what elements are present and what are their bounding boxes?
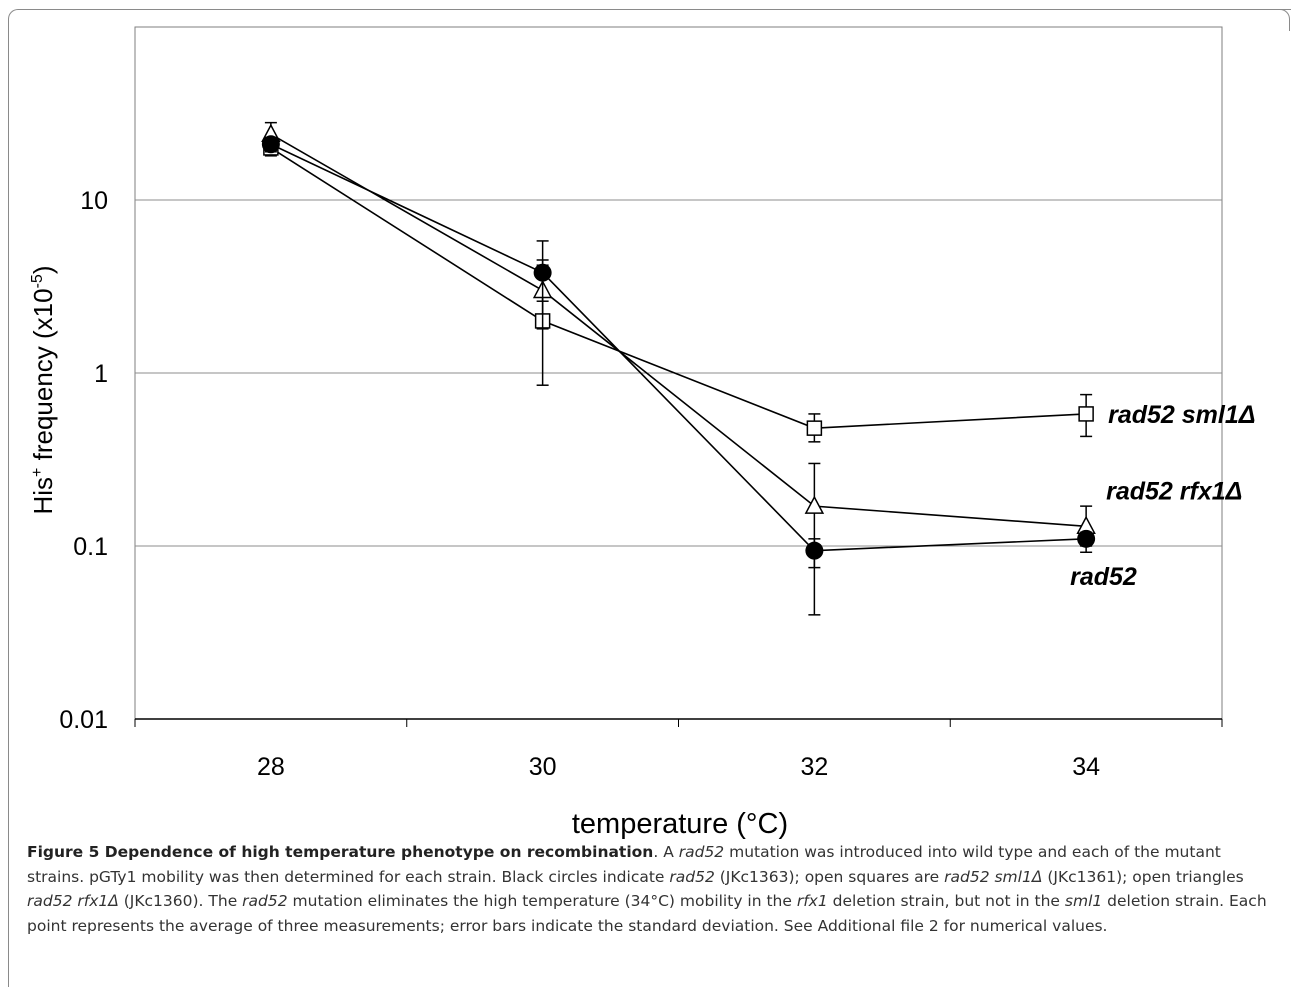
series-label: rad52 rfx1Δ — [1106, 477, 1242, 505]
caption-title: Figure 5 Dependence of high temperature … — [27, 843, 654, 861]
series-open-triangle — [261, 121, 1096, 569]
caption-text: . A — [653, 843, 679, 861]
x-tick-label: 28 — [257, 753, 285, 781]
x-tick-label: 32 — [800, 753, 828, 781]
caption-italic: rad52 — [242, 892, 288, 910]
caption-italic: rad52 — [678, 843, 725, 861]
caption-text: (JKc1361); open triangles — [1042, 867, 1244, 886]
y-tick-label: 1 — [94, 360, 108, 388]
x-tick-label: 34 — [1072, 753, 1100, 781]
chart: 0.01 0.1 1 10 28 30 32 34 rad52 sml1Δ rad52 rfx1Δ… — [28, 26, 1256, 840]
series-filled-circle — [261, 135, 1096, 616]
series-label: rad52 — [1070, 563, 1137, 591]
plot-area: 0.01 0.1 1 10 28 30 32 34 rad52 sml1Δ rad52 rfx1Δ… — [59, 26, 1256, 781]
caption-text: mutation was introduced into wild type a… — [27, 843, 1221, 886]
caption-italic: rad52 rfx1Δ — [27, 892, 119, 910]
data-point-circle — [533, 263, 552, 282]
x-tick-label: 30 — [529, 753, 557, 781]
caption-italic: rad52 sml1Δ — [944, 867, 1043, 886]
figure-frame — [8, 9, 1291, 987]
caption-italic: rad52 — [669, 867, 715, 886]
data-point-square — [806, 420, 823, 436]
y-axis-title: His+ frequency (x10-5) — [28, 265, 58, 514]
figure-caption: Figure 5 Dependence of high temperature … — [27, 840, 1279, 938]
caption-text: (JKc1363); open squares are — [714, 867, 945, 886]
series-line — [270, 147, 1087, 429]
y-tick-label: 0.01 — [59, 706, 108, 734]
caption-italic: rfx1 — [796, 892, 828, 910]
y-tick-label: 10 — [80, 187, 108, 215]
x-axis-title: temperature (°C) — [572, 808, 788, 840]
figure-frame-corner — [1280, 9, 1290, 31]
data-point-circle — [805, 541, 824, 560]
series-label: rad52 sml1Δ — [1108, 401, 1255, 429]
caption-italic: sml1 — [1064, 892, 1103, 910]
series-line — [270, 133, 1087, 528]
series-line — [270, 143, 1087, 552]
caption-text: mutation eliminates the high temperature… — [287, 892, 797, 910]
y-tick-label: 0.1 — [73, 533, 108, 561]
caption-text: deletion strain. Each point represents t… — [27, 892, 1267, 935]
data-point-circle — [1077, 529, 1096, 548]
series-open-square — [263, 140, 1094, 443]
data-point-square — [1078, 406, 1094, 422]
caption-text: (JKc1360). The — [118, 892, 243, 910]
caption-text: deletion strain, but not in the — [827, 892, 1065, 910]
data-point-circle — [261, 135, 280, 154]
data-point-triangle — [804, 495, 825, 514]
